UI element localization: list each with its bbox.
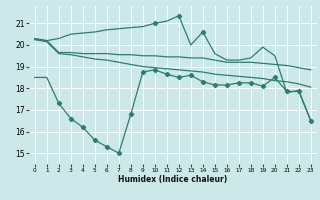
X-axis label: Humidex (Indice chaleur): Humidex (Indice chaleur)	[118, 175, 228, 184]
